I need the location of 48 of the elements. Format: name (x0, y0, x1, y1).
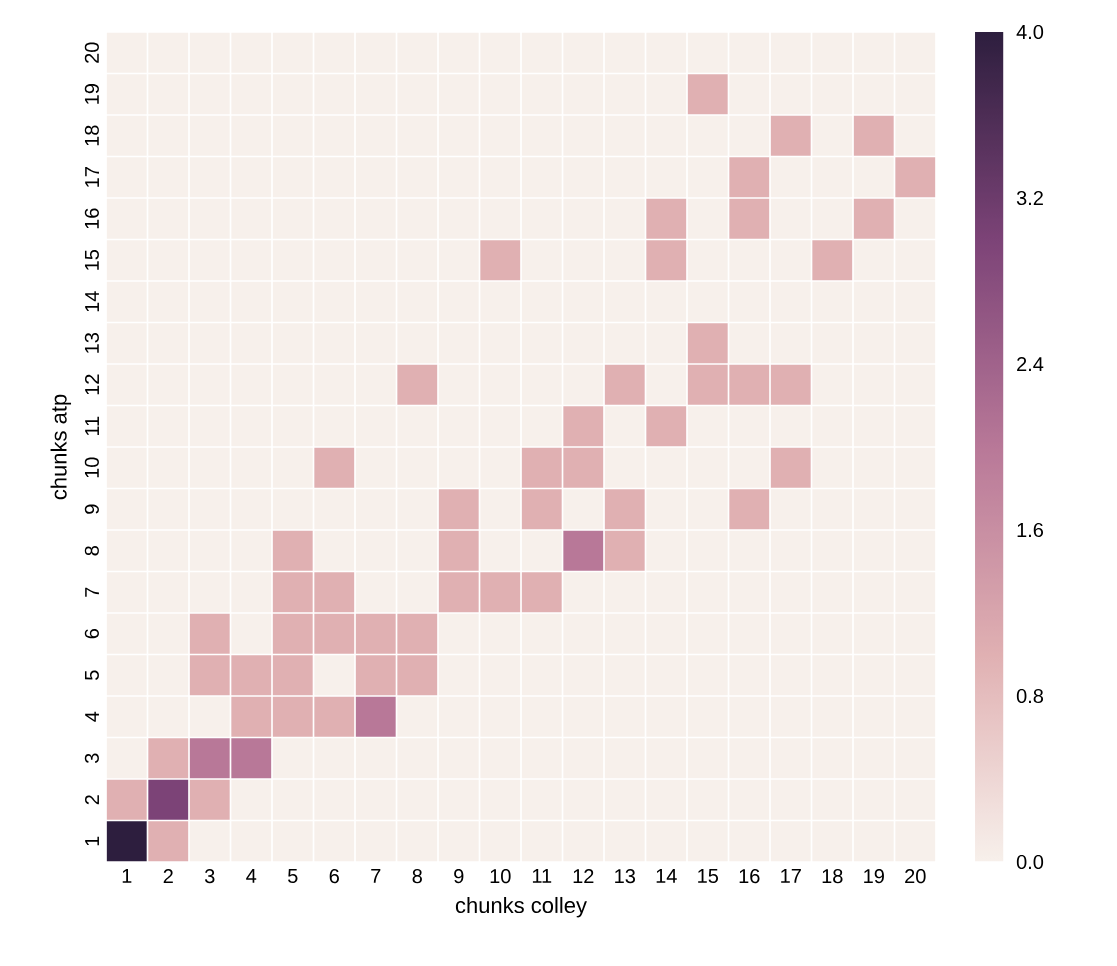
y-tick-label: 9 (84, 504, 99, 514)
x-tick-label: 18 (822, 869, 843, 884)
y-tick-label: 4 (85, 711, 99, 722)
color-bar-label: 4.0 (1016, 24, 1044, 40)
color-bar-label: 1.6 (1017, 522, 1044, 538)
x-tick-label: 17 (781, 869, 801, 883)
y-tick-label: 17 (85, 167, 99, 187)
y-tick-label: 19 (84, 84, 99, 104)
x-axis-title: chunks colley (455, 896, 587, 918)
x-tick-label: 10 (490, 869, 511, 884)
color-bar-label: 2.4 (1017, 357, 1044, 371)
y-tick-label: 15 (84, 249, 99, 270)
y-tick-label: 3 (84, 753, 99, 764)
y-tick-label: 2 (84, 795, 99, 805)
x-tick-label: 1 (122, 869, 132, 883)
y-tick-label: 1 (85, 836, 99, 846)
y-tick-label: 18 (84, 125, 99, 146)
y-tick-label: 11 (85, 416, 99, 436)
y-tick-label: 7 (85, 587, 99, 597)
x-tick-label: 3 (204, 869, 215, 884)
y-tick-label: 16 (84, 208, 99, 229)
x-tick-label: 8 (412, 869, 422, 884)
y-tick-label: 13 (84, 332, 99, 353)
y-tick-label: 10 (84, 457, 99, 478)
x-tick-label: 2 (163, 869, 173, 884)
y-axis-title: chunks atp (50, 394, 72, 500)
x-tick-label: 7 (371, 869, 381, 883)
color-bar-label: 3.2 (1016, 190, 1043, 206)
x-tick-label: 5 (288, 869, 298, 884)
y-tick-label: 12 (84, 374, 99, 395)
color-bar-label: 0.0 (1016, 854, 1044, 870)
x-tick-label: 12 (573, 869, 594, 884)
x-tick-label: 13 (615, 869, 636, 884)
y-tick-label: 14 (85, 291, 99, 312)
x-tick-label: 4 (246, 869, 257, 883)
x-tick-label: 11 (532, 869, 552, 883)
x-tick-label: 16 (739, 869, 760, 884)
x-tick-label: 20 (905, 869, 926, 884)
x-tick-label: 15 (698, 869, 719, 884)
x-tick-label: 6 (329, 869, 339, 884)
color-bar-label: 0.8 (1016, 688, 1044, 704)
x-tick-label: 19 (864, 869, 884, 884)
x-tick-label: 9 (454, 869, 464, 884)
y-tick-label: 6 (84, 629, 99, 639)
y-tick-label: 5 (84, 670, 99, 680)
y-tick-label: 8 (84, 546, 99, 556)
y-tick-label: 20 (84, 42, 99, 63)
x-tick-label: 14 (656, 869, 677, 883)
